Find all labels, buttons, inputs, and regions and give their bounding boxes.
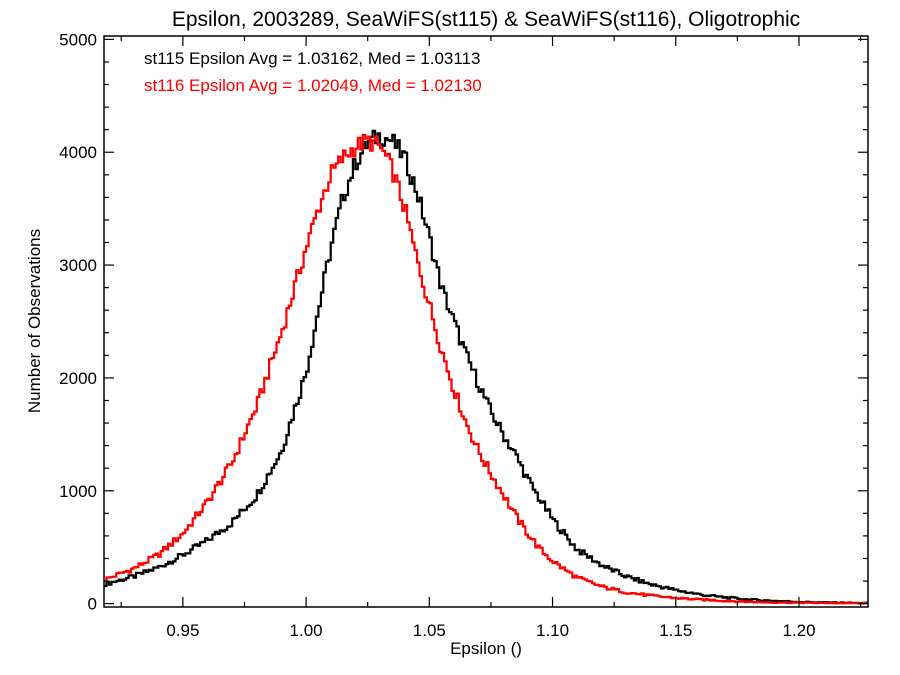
- x-tick-label: 1.00: [290, 621, 323, 640]
- series-layer: [104, 129, 868, 605]
- x-axis-title: Epsilon (): [450, 639, 522, 658]
- x-tick-label: 1.05: [413, 621, 446, 640]
- x-tick-label: 0.95: [166, 621, 199, 640]
- chart-title: Epsilon, 2003289, SeaWiFS(st115) & SeaWi…: [172, 8, 800, 31]
- y-axis-title: Number of Observations: [25, 229, 44, 413]
- histogram-series-st116: [104, 133, 868, 605]
- y-tick-label: 0: [88, 595, 97, 614]
- plot-frame: [103, 35, 869, 608]
- x-tick-label: 1.10: [536, 621, 569, 640]
- x-axis: 0.95 1.00 1.05 1.10 1.15 1.20: [120, 36, 862, 640]
- y-axis: 0 1000 2000 3000 4000 5000: [59, 30, 868, 614]
- x-tick-label: 1.20: [782, 621, 815, 640]
- y-tick-label: 2000: [59, 369, 97, 388]
- y-tick-label: 3000: [59, 256, 97, 275]
- y-tick-label: 4000: [59, 143, 97, 162]
- y-tick-label: 5000: [59, 30, 97, 49]
- annotation-st115: st115 Epsilon Avg = 1.03162, Med = 1.031…: [144, 49, 480, 68]
- y-tick-label: 1000: [59, 482, 97, 501]
- annotation-st116: st116 Epsilon Avg = 1.02049, Med = 1.021…: [144, 76, 482, 95]
- x-tick-label: 1.15: [659, 621, 692, 640]
- histogram-series-st115: [104, 129, 868, 605]
